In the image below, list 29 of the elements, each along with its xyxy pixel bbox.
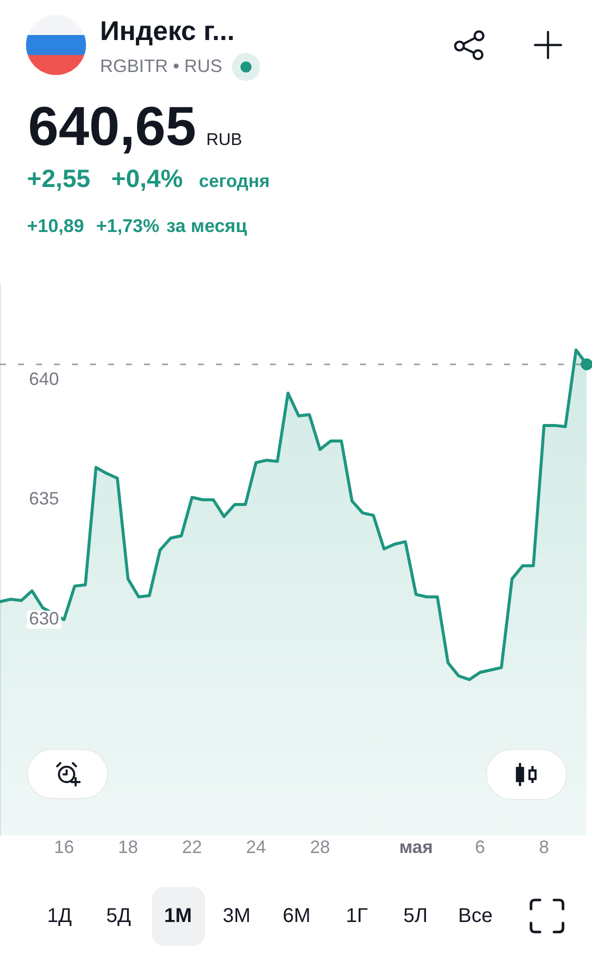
text: 6М — [282, 904, 310, 928]
x-tick-label: 28 — [310, 837, 330, 858]
x-tick-label: 24 — [246, 837, 266, 858]
text: 5Д — [106, 904, 131, 928]
x-tick-label: 6 — [475, 837, 486, 858]
text: 640,65 — [28, 94, 196, 160]
text: +10,89 — [27, 215, 84, 238]
x-tick-label: 16 — [54, 837, 74, 858]
text: +1,73% — [96, 215, 160, 238]
text: сегодня — [198, 171, 270, 193]
y-tick-label: 635 — [29, 488, 60, 509]
text: 5Л — [403, 904, 428, 928]
x-tick-label: 18 — [118, 837, 138, 858]
text: 1Г — [346, 904, 368, 928]
x-tick-label: 22 — [182, 837, 202, 858]
text: RUB — [206, 130, 242, 151]
text: за месяц — [166, 215, 247, 238]
chart-title: Индекс г... — [100, 15, 235, 48]
text: 3М — [222, 904, 251, 928]
text: 1М — [164, 904, 192, 928]
text: +0,4% — [111, 164, 183, 194]
text: +2,55 — [27, 164, 90, 194]
y-tick-label: 640 — [29, 368, 60, 389]
text: Все — [458, 904, 493, 928]
text: 1Д — [47, 904, 72, 928]
x-tick-label: мая — [399, 837, 433, 858]
x-tick-label: 8 — [539, 837, 550, 858]
chart-subtitle: RGBITR • RUS — [100, 56, 222, 78]
y-tick-label: 630 — [29, 608, 60, 629]
